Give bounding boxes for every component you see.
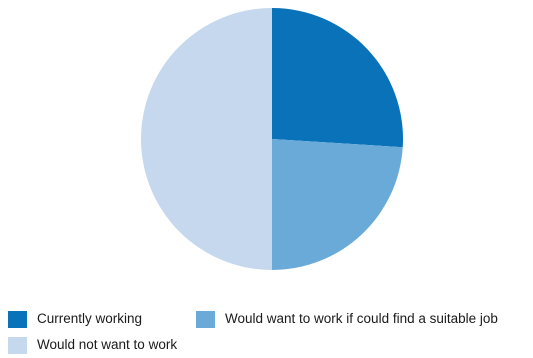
pie-slice-would-not-want-to-work	[141, 8, 272, 270]
legend-swatch	[8, 310, 27, 328]
legend-label: Currently working	[37, 311, 143, 326]
chart-legend: Currently working Would want to work if …	[8, 305, 533, 358]
legend-swatch	[196, 310, 215, 328]
legend-item-currently-working: Currently working	[8, 309, 142, 329]
legend-label: Would want to work if could find a suita…	[225, 311, 498, 326]
pie-slice-would-want-to-work-if-could-find-a-suitable-job	[272, 139, 403, 270]
legend-label: Would not want to work	[37, 337, 178, 352]
legend-item-would-not-want-to-work: Would not want to work	[8, 335, 177, 355]
legend-swatch	[8, 336, 27, 354]
pie-chart-plot	[141, 8, 403, 270]
pie-slice-currently-working	[272, 8, 403, 148]
legend-item-would-want-to-work: Would want to work if could find a suita…	[196, 309, 498, 329]
